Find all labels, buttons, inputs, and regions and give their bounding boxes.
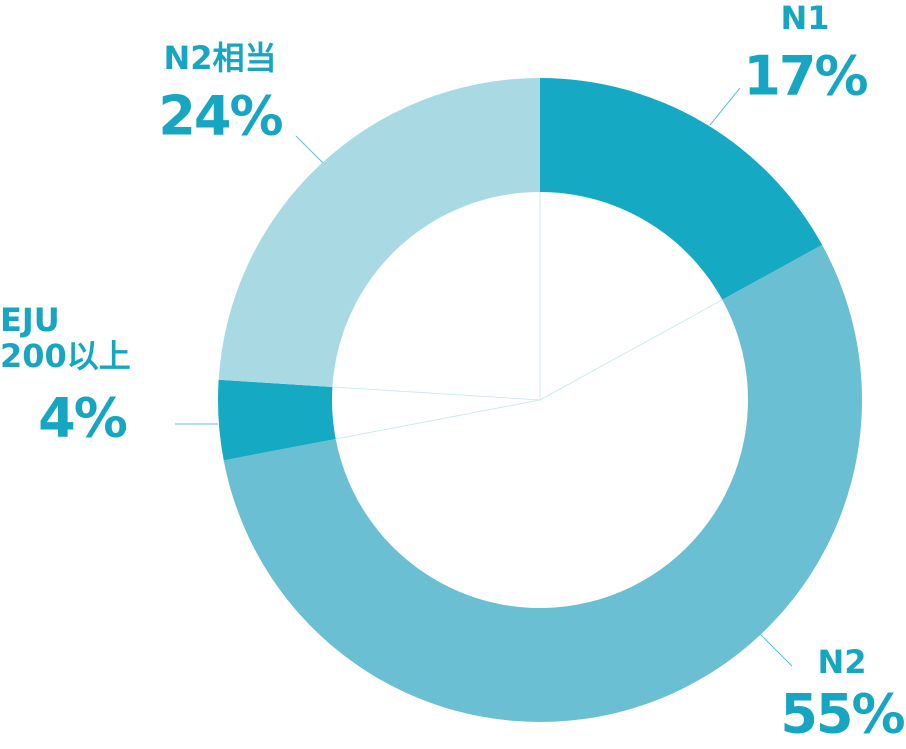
- category-label: EJU 200以上: [0, 301, 131, 375]
- donut-segment: [540, 78, 823, 300]
- leader-line: [295, 135, 324, 164]
- value-label: 17%: [743, 45, 867, 108]
- donut-segment: [218, 78, 541, 387]
- donut-segment: [218, 379, 336, 461]
- value-label: 55%: [780, 683, 904, 746]
- divider-line: [539, 299, 723, 401]
- donut-segment: [223, 244, 863, 722]
- leader-line: [709, 87, 741, 126]
- category-label: N2: [817, 643, 866, 681]
- category-label: N1: [780, 0, 829, 37]
- divider-line: [335, 399, 541, 440]
- value-label: 24%: [158, 85, 282, 148]
- divider-line: [332, 386, 541, 401]
- category-label: N2相当: [163, 39, 276, 77]
- leader-line: [757, 631, 793, 667]
- value-label: 4%: [38, 387, 127, 450]
